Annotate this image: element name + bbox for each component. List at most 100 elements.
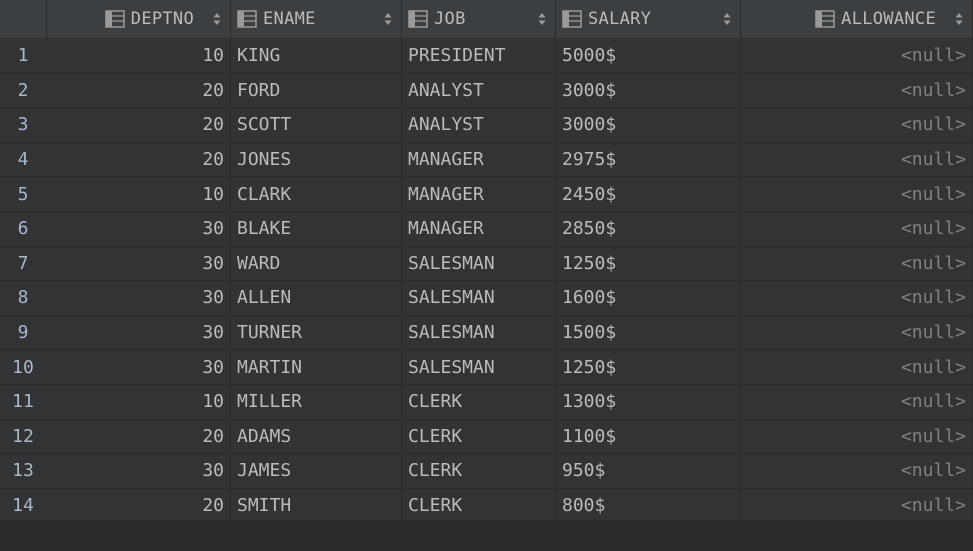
cell-deptno[interactable]: 10 xyxy=(46,385,231,419)
row-number[interactable]: 10 xyxy=(0,350,46,384)
cell-allowance[interactable]: <null> xyxy=(741,73,973,108)
row-number[interactable]: 4 xyxy=(0,142,46,177)
cell-job[interactable]: SALESMAN xyxy=(402,350,556,384)
column-header-salary[interactable]: SALARY xyxy=(556,0,741,38)
cell-allowance[interactable]: <null> xyxy=(741,177,973,211)
cell-salary[interactable]: 800$ xyxy=(556,488,741,523)
table-row[interactable]: 20 SMITH CLERK 800$ <null> xyxy=(46,488,973,524)
cell-salary[interactable]: 950$ xyxy=(556,454,741,488)
cell-deptno[interactable]: 20 xyxy=(46,488,231,523)
table-row[interactable]: 20 FORD ANALYST 3000$ <null> xyxy=(46,73,973,109)
cell-ename[interactable]: ALLEN xyxy=(231,281,402,315)
cell-allowance[interactable]: <null> xyxy=(741,454,973,488)
cell-deptno[interactable]: 30 xyxy=(46,315,231,350)
row-number[interactable]: 13 xyxy=(0,454,46,488)
row-number[interactable]: 14 xyxy=(0,488,46,523)
row-number[interactable]: 12 xyxy=(0,419,46,454)
table-row[interactable]: 30 MARTIN SALESMAN 1250$ <null> xyxy=(46,350,973,385)
cell-deptno[interactable]: 20 xyxy=(46,419,231,454)
row-number[interactable]: 7 xyxy=(0,246,46,281)
cell-salary[interactable]: 1500$ xyxy=(556,315,741,350)
cell-ename[interactable]: CLARK xyxy=(231,177,402,211)
cell-ename[interactable]: FORD xyxy=(231,73,402,108)
cell-job[interactable]: PRESIDENT xyxy=(402,39,556,73)
cell-deptno[interactable]: 10 xyxy=(46,39,231,73)
cell-salary[interactable]: 1600$ xyxy=(556,281,741,315)
cell-allowance[interactable]: <null> xyxy=(741,39,973,73)
sort-arrows-icon[interactable] xyxy=(954,11,964,27)
row-number[interactable]: 1 xyxy=(0,39,46,73)
cell-deptno[interactable]: 30 xyxy=(46,212,231,246)
cell-job[interactable]: ANALYST xyxy=(402,108,556,142)
cell-deptno[interactable]: 10 xyxy=(46,177,231,211)
cell-ename[interactable]: ADAMS xyxy=(231,419,402,454)
table-row[interactable]: 10 CLARK MANAGER 2450$ <null> xyxy=(46,177,973,212)
cell-salary[interactable]: 1300$ xyxy=(556,385,741,419)
cell-ename[interactable]: JAMES xyxy=(231,454,402,488)
cell-salary[interactable]: 2850$ xyxy=(556,212,741,246)
cell-salary[interactable]: 5000$ xyxy=(556,39,741,73)
cell-ename[interactable]: MILLER xyxy=(231,385,402,419)
cell-deptno[interactable]: 20 xyxy=(46,73,231,108)
cell-job[interactable]: CLERK xyxy=(402,419,556,454)
cell-job[interactable]: MANAGER xyxy=(402,177,556,211)
cell-deptno[interactable]: 30 xyxy=(46,246,231,281)
row-number[interactable]: 8 xyxy=(0,281,46,315)
cell-deptno[interactable]: 30 xyxy=(46,350,231,384)
table-row[interactable]: 20 JONES MANAGER 2975$ <null> xyxy=(46,142,973,178)
sort-arrows-icon[interactable] xyxy=(383,11,393,27)
column-header-job[interactable]: JOB xyxy=(402,0,556,38)
cell-deptno[interactable]: 20 xyxy=(46,108,231,142)
cell-salary[interactable]: 2975$ xyxy=(556,142,741,177)
cell-ename[interactable]: MARTIN xyxy=(231,350,402,384)
cell-allowance[interactable]: <null> xyxy=(741,212,973,246)
cell-ename[interactable]: SCOTT xyxy=(231,108,402,142)
cell-allowance[interactable]: <null> xyxy=(741,142,973,177)
cell-ename[interactable]: WARD xyxy=(231,246,402,281)
cell-job[interactable]: ANALYST xyxy=(402,73,556,108)
cell-salary[interactable]: 3000$ xyxy=(556,73,741,108)
table-row[interactable]: 30 TURNER SALESMAN 1500$ <null> xyxy=(46,315,973,351)
row-number[interactable]: 3 xyxy=(0,108,46,142)
table-row[interactable]: 30 WARD SALESMAN 1250$ <null> xyxy=(46,246,973,282)
table-row[interactable]: 20 SCOTT ANALYST 3000$ <null> xyxy=(46,108,973,143)
cell-salary[interactable]: 1100$ xyxy=(556,419,741,454)
cell-allowance[interactable]: <null> xyxy=(741,108,973,142)
cell-job[interactable]: MANAGER xyxy=(402,142,556,177)
cell-job[interactable]: MANAGER xyxy=(402,212,556,246)
row-number[interactable]: 6 xyxy=(0,212,46,246)
cell-ename[interactable]: JONES xyxy=(231,142,402,177)
cell-job[interactable]: SALESMAN xyxy=(402,315,556,350)
cell-ename[interactable]: BLAKE xyxy=(231,212,402,246)
grid-corner[interactable] xyxy=(0,0,47,38)
column-header-deptno[interactable]: DEPTNO xyxy=(47,0,231,38)
row-number[interactable]: 9 xyxy=(0,315,46,350)
cell-salary[interactable]: 1250$ xyxy=(556,350,741,384)
cell-deptno[interactable]: 20 xyxy=(46,142,231,177)
cell-job[interactable]: SALESMAN xyxy=(402,281,556,315)
row-number[interactable]: 11 xyxy=(0,385,46,419)
column-header-allowance[interactable]: ALLOWANCE xyxy=(741,0,973,38)
cell-job[interactable]: CLERK xyxy=(402,385,556,419)
table-row[interactable]: 20 ADAMS CLERK 1100$ <null> xyxy=(46,419,973,455)
cell-job[interactable]: CLERK xyxy=(402,454,556,488)
table-row[interactable]: 10 KING PRESIDENT 5000$ <null> xyxy=(46,39,973,74)
sort-arrows-icon[interactable] xyxy=(722,11,732,27)
cell-job[interactable]: SALESMAN xyxy=(402,246,556,281)
table-row[interactable]: 30 JAMES CLERK 950$ <null> xyxy=(46,454,973,489)
cell-deptno[interactable]: 30 xyxy=(46,281,231,315)
cell-ename[interactable]: SMITH xyxy=(231,488,402,523)
table-row[interactable]: 30 BLAKE MANAGER 2850$ <null> xyxy=(46,212,973,247)
cell-allowance[interactable]: <null> xyxy=(741,419,973,454)
cell-job[interactable]: CLERK xyxy=(402,488,556,523)
sort-arrows-icon[interactable] xyxy=(537,11,547,27)
cell-salary[interactable]: 2450$ xyxy=(556,177,741,211)
cell-allowance[interactable]: <null> xyxy=(741,315,973,350)
row-number[interactable]: 5 xyxy=(0,177,46,211)
cell-salary[interactable]: 3000$ xyxy=(556,108,741,142)
sort-arrows-icon[interactable] xyxy=(212,11,222,27)
cell-ename[interactable]: TURNER xyxy=(231,315,402,350)
table-row[interactable]: 10 MILLER CLERK 1300$ <null> xyxy=(46,385,973,420)
cell-deptno[interactable]: 30 xyxy=(46,454,231,488)
cell-salary[interactable]: 1250$ xyxy=(556,246,741,281)
